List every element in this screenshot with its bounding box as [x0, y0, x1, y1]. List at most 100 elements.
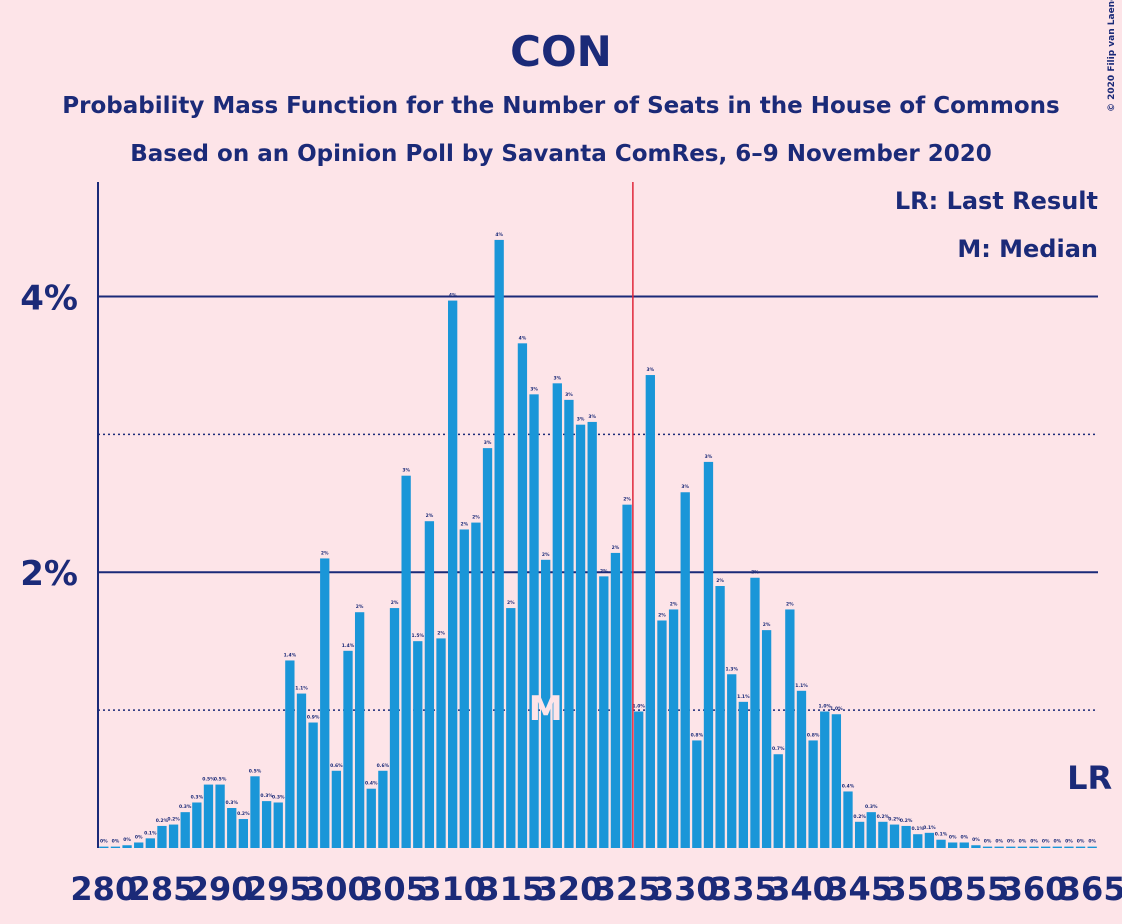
value-label: 0.2% — [900, 818, 913, 824]
value-label: 0.3% — [865, 804, 878, 810]
bar — [424, 521, 435, 848]
value-label: 0.2% — [888, 817, 901, 823]
value-label: 0.3% — [272, 794, 285, 800]
value-label: 0% — [984, 839, 992, 845]
bar — [668, 609, 679, 848]
x-tick-label: 310 — [419, 870, 486, 908]
value-label: 0.5% — [249, 768, 262, 774]
x-tick-label: 330 — [652, 870, 719, 908]
value-label: 2% — [356, 604, 364, 610]
value-label: 3% — [705, 454, 713, 460]
bar — [971, 845, 981, 848]
bar — [110, 846, 121, 848]
value-label: 0% — [1077, 839, 1085, 845]
value-label: 0% — [1019, 839, 1027, 845]
value-label: 3% — [588, 414, 596, 420]
value-label: 1.4% — [284, 652, 297, 658]
value-label: 0.2% — [167, 817, 180, 823]
x-tick-label: 365 — [1059, 870, 1122, 908]
value-label: 1.5% — [412, 633, 425, 639]
bar — [541, 559, 551, 848]
bar — [436, 638, 446, 848]
bar — [750, 577, 760, 848]
bar — [389, 608, 400, 848]
bar — [552, 383, 562, 848]
bar — [622, 504, 632, 848]
bar — [645, 375, 655, 848]
value-label: 2% — [600, 568, 608, 574]
value-label: 2% — [670, 601, 678, 607]
value-label: 0.4% — [842, 783, 855, 789]
x-tick-label: 345 — [826, 870, 893, 908]
bar — [261, 801, 272, 848]
value-label: 3% — [577, 417, 585, 423]
value-label: 1.1% — [795, 683, 808, 689]
bar — [192, 802, 202, 848]
bar — [203, 784, 214, 848]
bar — [180, 812, 190, 848]
bar — [994, 846, 1004, 848]
value-label: 0.1% — [923, 825, 936, 831]
value-label: 1.3% — [725, 666, 738, 672]
value-label: 2% — [658, 612, 666, 618]
value-label: 3% — [565, 392, 573, 398]
bar — [1052, 846, 1062, 848]
bar — [122, 845, 132, 848]
bar — [680, 492, 690, 848]
bar — [924, 832, 935, 848]
bar — [820, 711, 830, 848]
bar — [308, 722, 318, 848]
bar — [692, 740, 702, 848]
x-tick-label: 300 — [303, 870, 370, 908]
value-label: 0% — [1007, 839, 1015, 845]
value-label: 0% — [960, 834, 968, 840]
value-label: 0% — [112, 839, 120, 845]
bar — [354, 612, 365, 848]
value-label: 1.0% — [819, 703, 832, 709]
value-label: 3% — [553, 375, 561, 381]
bar — [610, 552, 621, 848]
bar — [238, 819, 248, 848]
bar — [727, 674, 737, 848]
bar — [296, 693, 307, 848]
bar — [854, 821, 865, 848]
legend-entry: M: Median — [957, 235, 1098, 263]
value-label: 3% — [402, 468, 410, 474]
value-label: 2% — [472, 515, 480, 521]
bar — [785, 609, 795, 848]
x-tick-label: 305 — [361, 870, 428, 908]
value-label: 2% — [437, 630, 445, 636]
value-label: 0.5% — [214, 777, 227, 783]
value-label: 4% — [519, 335, 527, 341]
value-label: 0.2% — [877, 814, 890, 820]
bar — [529, 394, 539, 848]
value-label: 1.1% — [295, 686, 308, 692]
value-label: 0.8% — [807, 732, 820, 738]
bar — [889, 824, 900, 848]
bar — [413, 641, 423, 848]
bar — [878, 821, 888, 848]
bar — [343, 650, 353, 848]
bar — [959, 842, 969, 848]
median-marker: M — [529, 689, 563, 729]
bar — [157, 825, 167, 848]
bar — [1075, 846, 1086, 848]
value-label: 2% — [391, 600, 399, 606]
value-label: 0% — [1065, 839, 1073, 845]
value-label: 0% — [1042, 839, 1050, 845]
value-label: 3% — [681, 484, 689, 490]
bar — [1006, 846, 1016, 848]
x-tick-label: 325 — [594, 870, 661, 908]
bar — [796, 690, 807, 848]
bar — [1017, 846, 1028, 848]
value-label: 0% — [972, 837, 980, 843]
bar — [866, 812, 876, 848]
bar — [401, 475, 411, 848]
bar — [948, 842, 958, 848]
value-label: 1.4% — [342, 643, 355, 649]
bar — [843, 791, 853, 848]
bar — [215, 784, 225, 848]
value-label: 0% — [949, 834, 957, 840]
bar — [831, 714, 842, 848]
